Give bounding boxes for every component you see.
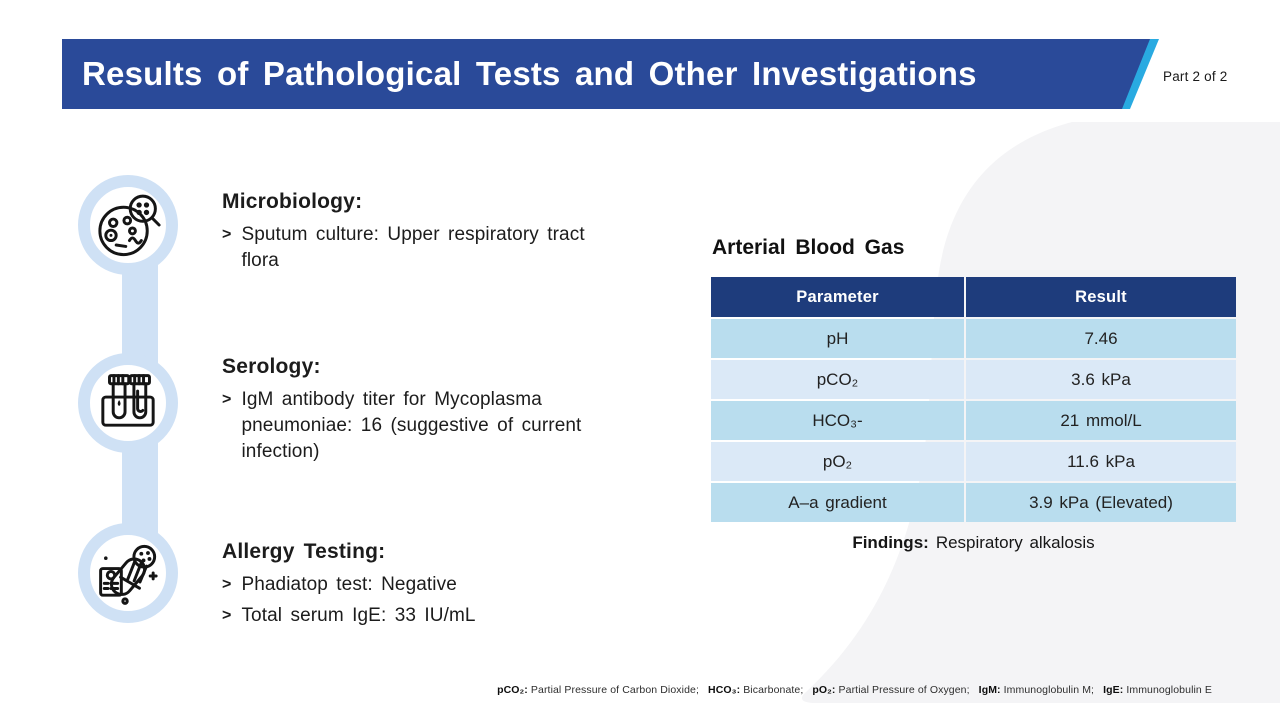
abbreviation-footer: pCO₂: Partial Pressure of Carbon Dioxide;… [497,684,1212,696]
test-tube-rack-icon [101,374,155,427]
section-heading: Microbiology: [222,190,363,213]
bullet-marker: > [222,607,232,624]
table-cell-parameter: pCO₂ [711,360,964,399]
abbr-label: IgE: [1103,684,1124,696]
bullet-text: Total serum IgE: 33 IU/mL [241,605,476,626]
abbr-desc: Immunoglobulin M; [1003,684,1095,696]
allergy-test-icon [99,544,158,605]
table-cell-result: 3.9 kPa (Elevated) [966,483,1236,522]
section-heading: Serology: [222,355,321,378]
abbr-label: HCO₃: [708,684,741,696]
table-header-result: Result [966,277,1236,317]
petri-dish-magnifier-icon [98,194,161,257]
findings-text: Respiratory alkalosis [935,533,1095,552]
title-banner: Results of Pathological Tests and Other … [62,39,1150,109]
abbr-desc: Bicarbonate; [743,684,804,696]
slide-title: Results of Pathological Tests and Other … [82,55,977,92]
section-allergy-testing: Allergy Testing: > Phadiatop test: Negat… [222,540,642,634]
abg-table: Parameter Result pH 7.46 pCO₂ 3.6 kPa HC… [711,277,1236,522]
bullet-marker: > [222,391,232,408]
bullet-marker: > [222,576,232,593]
table-cell-parameter: A–a gradient [711,483,964,522]
abbr-label: pO₂: [812,684,836,696]
section-microbiology: Microbiology: > Sputum culture: Upper re… [222,190,607,279]
abbr-label: IgM: [978,684,1001,696]
bullet-text: IgM antibody titer for Mycoplasma pneumo… [241,389,582,462]
table-cell-result: 21 mmol/L [966,401,1236,440]
table-cell-parameter: pH [711,319,964,358]
table-cell-parameter: HCO₃- [711,401,964,440]
part-indicator: Part 2 of 2 [1163,69,1228,84]
list-item: > Sputum culture: Upper respiratory trac… [222,222,607,274]
allergy-testing-icon-circle [78,523,178,623]
bullet-text: Phadiatop test: Negative [241,574,457,595]
abbr-desc: Partial Pressure of Carbon Dioxide; [530,684,699,696]
list-item: > Phadiatop test: Negative [222,572,642,598]
table-cell-result: 11.6 kPa [966,442,1236,481]
findings-line: Findings: Respiratory alkalosis [711,533,1236,553]
list-item: > Total serum IgE: 33 IU/mL [222,603,642,629]
table-cell-parameter: pO₂ [711,442,964,481]
table-title: Arterial Blood Gas [712,236,905,259]
microbiology-icon-circle [78,175,178,275]
serology-icon-circle [78,353,178,453]
bullet-text: Sputum culture: Upper respiratory tract … [241,224,585,271]
table-cell-result: 3.6 kPa [966,360,1236,399]
list-item: > IgM antibody titer for Mycoplasma pneu… [222,387,622,465]
table-cell-result: 7.46 [966,319,1236,358]
findings-label: Findings: [852,533,929,552]
abbr-desc: Immunoglobulin E [1126,684,1212,696]
abbr-desc: Partial Pressure of Oxygen; [838,684,970,696]
section-heading: Allergy Testing: [222,540,386,563]
table-header-parameter: Parameter [711,277,964,317]
abbr-label: pCO₂: [497,684,528,696]
bullet-marker: > [222,226,232,243]
section-serology: Serology: > IgM antibody titer for Mycop… [222,355,622,470]
